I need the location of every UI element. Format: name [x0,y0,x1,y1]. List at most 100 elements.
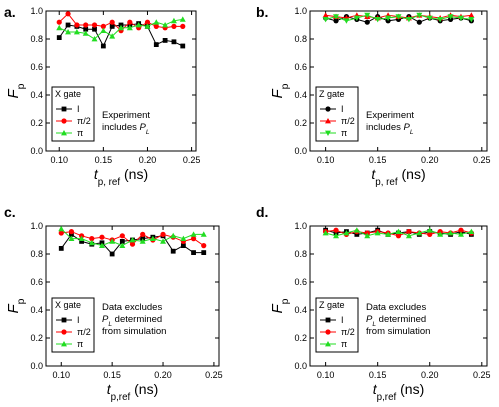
y-tick-label: 0.6 [30,62,43,72]
y-axis-label: Fp [5,83,27,98]
data-point [100,43,106,49]
data-point [447,14,454,20]
data-point [129,237,136,243]
data-point [65,22,71,28]
annotation-line: PL determined [102,314,162,328]
data-point [83,22,89,28]
data-point [56,19,62,25]
data-point [416,19,422,25]
y-tick-label: 0.6 [294,277,307,287]
data-point [170,232,177,239]
x-tick-label: 0.20 [154,370,172,380]
chart-panel-4: d. 0.0 0.2 0.4 0.6 0.8 1.0 0.10 0.15 0.20 0.25 Fp tp… [256,204,491,403]
data-point [385,15,392,21]
x-tick-label: 0.20 [421,155,439,165]
data-point [129,241,136,247]
y-tick-label: 0.4 [30,305,43,315]
data-point [180,43,186,49]
legend-box [51,297,95,353]
data-point [201,243,207,249]
data-point [395,228,402,234]
x-tick-label: 0.25 [183,155,201,165]
y-tick-label: 1.0 [294,6,307,16]
annotation-line: Data excludes [102,302,162,313]
data-point [468,12,475,18]
annotation-line: includes PL [102,122,150,136]
data-point [160,238,167,244]
x-tick-label: 0.20 [421,370,439,380]
legend: X gate Iπ/2 π [51,297,95,353]
data-point [364,19,370,25]
data-point [79,239,85,244]
x-tick-label: 0.25 [205,370,223,380]
legend-marker [325,341,331,347]
legend-entry-label: π/2 [77,116,91,126]
data-point [353,15,360,21]
legend-title: X gate [55,89,81,99]
legend-entry-label: π [341,339,347,349]
data-point [135,22,142,28]
data-point [91,36,98,42]
x-tick-label: 0.15 [369,155,387,165]
data-point [437,231,444,237]
data-point [416,230,423,236]
legend-entry-label: I [341,315,344,325]
legend-entry-label: π/2 [341,116,355,126]
data-point [333,14,340,20]
data-point [126,24,133,31]
annotation-line: Data excludes [366,302,426,313]
y-tick-label: 0.8 [294,249,307,259]
legend-entry-label: π [77,128,83,138]
data-point [88,239,95,246]
annotation-line: PL determined [366,314,426,328]
data-point [78,235,85,241]
data-point [65,11,71,17]
data-point [69,232,74,237]
series-3 [322,12,475,24]
legend-entry-label: I [77,104,80,114]
data-point [354,232,360,237]
data-point [395,233,402,239]
y-axis-label: Fp [269,83,291,98]
legend-marker [325,106,331,112]
legend-marker [61,118,67,124]
data-point [170,17,177,24]
x-axis-label: tp,ref (ns) [373,381,425,403]
y-tick-label: 0.2 [294,118,307,128]
panel-label: c. [4,204,16,220]
data-point [82,30,89,36]
data-point [162,38,168,43]
legend: Z gate Iπ/2 π [315,86,359,142]
legend-title: X gate [55,300,81,310]
y-tick-label: 0.6 [294,62,307,72]
data-point [180,243,186,248]
legend-entry-label: π [341,128,347,138]
data-point [406,229,412,235]
y-tick-label: 0.2 [30,118,43,128]
data-point [139,238,146,244]
data-point [99,234,105,240]
chart-panel-2: b. 0.0 0.2 0.4 0.6 0.8 1.0 0.10 0.15 0.20 0.25 Fp tp… [256,4,491,188]
data-point [333,18,339,24]
annotation-line: from simulation [366,326,430,337]
x-tick-label: 0.10 [317,370,335,380]
panel-label: a. [4,4,16,20]
legend-box [51,86,95,142]
y-tick-label: 0.4 [294,90,307,100]
data-point [364,12,371,19]
data-point [437,17,444,23]
y-tick-label: 0.2 [30,333,43,343]
y-tick-label: 0.6 [30,277,43,287]
x-axis-label: tp, ref (ns) [371,166,425,188]
x-tick-label: 0.15 [95,155,113,165]
legend: Z gate Iπ/2 π [315,297,359,353]
y-tick-label: 0.8 [30,34,43,44]
data-point [149,235,156,241]
data-point [170,248,176,254]
data-point [109,19,115,25]
plot-frame [309,10,488,152]
